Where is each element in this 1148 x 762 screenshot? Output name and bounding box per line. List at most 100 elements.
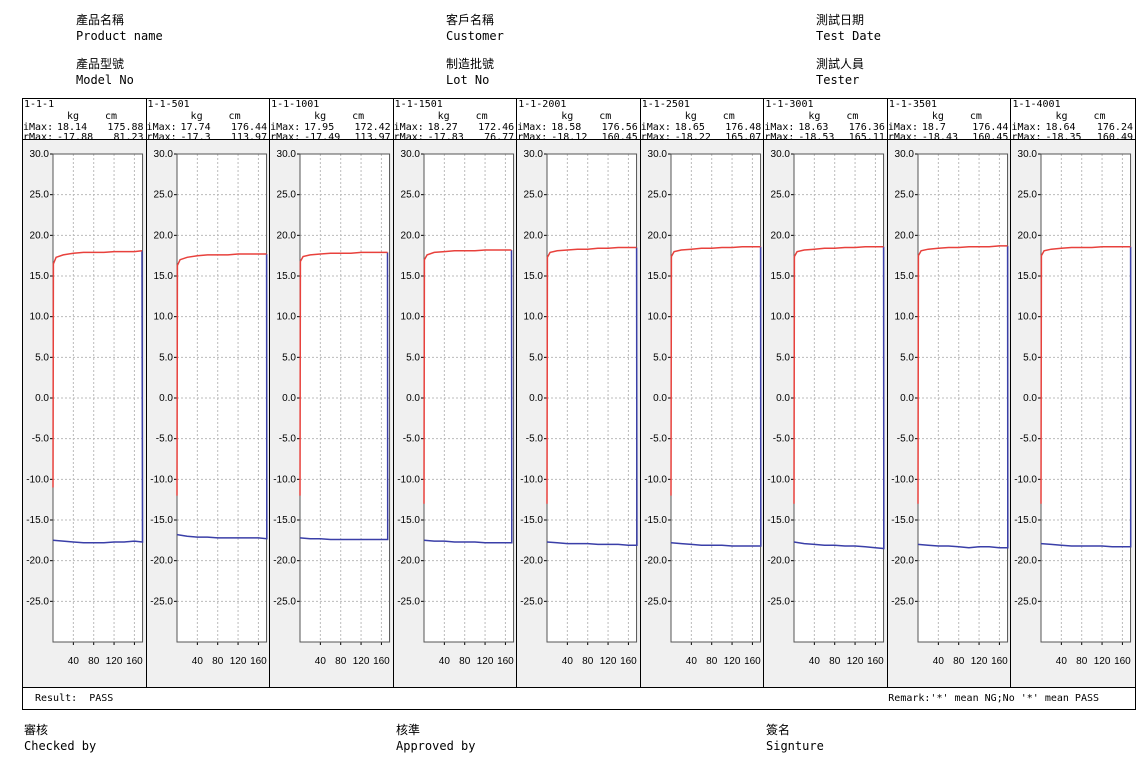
imax-label: iMax: [23,122,54,133]
imax-label: iMax: [270,122,301,133]
panel-chart: 30.0 25.0 20.0 15.0 10.0 5.0 0.0 -5.0 -10.0 -15.0… [887,139,1011,687]
tester-block: 測試人員 Tester [816,56,864,88]
checked-by-cn: 審核 [24,723,49,737]
insert-force-line [422,249,512,504]
return-force-line [1041,246,1132,548]
approved-by-cn: 核準 [396,723,421,737]
x-tick-label: 120 [1094,656,1111,667]
unit-kg-label: kg [931,111,944,122]
panel-id: 1-1-1 [24,99,55,110]
y-tick-label: 25.0 [277,190,297,201]
y-tick-label: 5.0 [406,352,420,363]
rmax-label: rMax: [517,132,548,143]
result-text: Result: PASS [35,693,113,704]
chart-panel: 1-1-3501 kg cm iMax: 18.7 176.44 rMax: -18.43 16… [887,99,1012,687]
imax-cm-value: 176.56 [601,122,638,133]
y-tick-label: -15.0 [768,515,791,526]
y-tick-label: -15.0 [397,515,420,526]
unit-kg-label: kg [1055,111,1068,122]
x-tick-label: 80 [953,656,965,667]
imax-kg-value: 18.7 [921,122,946,133]
rmax-cm-value: 165.11 [848,132,885,143]
y-tick-label: -10.0 [644,474,667,485]
y-tick-label: -15.0 [26,515,49,526]
y-tick-label: 20.0 [153,230,173,241]
return-force-line [917,245,1009,549]
y-tick-label: 0.0 [1024,393,1038,404]
y-tick-label: 5.0 [529,352,543,363]
panel-id: 1-1-1001 [271,99,320,110]
y-tick-label: 5.0 [35,352,49,363]
test-date-cn: 測試日期 [816,13,865,27]
y-tick-label: -25.0 [150,596,173,607]
unit-cm-label: cm [352,111,365,122]
rmax-label: rMax: [1011,132,1042,143]
y-tick-label: 0.0 [529,393,543,404]
y-tick-label: 20.0 [894,230,914,241]
y-tick-label: -15.0 [891,515,914,526]
y-tick-label: -25.0 [891,596,914,607]
imax-label: iMax: [764,122,795,133]
rmax-kg-value: -17.49 [304,132,341,143]
force-displacement-chart: 30.0 25.0 20.0 15.0 10.0 5.0 0.0 -5.0 -10.0 -15.0… [1015,149,1132,667]
x-tick-label: 40 [315,656,327,667]
y-tick-label: -5.0 [279,434,297,445]
unit-kg-label: kg [190,111,203,122]
y-tick-label: 0.0 [35,393,49,404]
insert-force-line [1040,245,1132,504]
y-tick-label: -15.0 [520,515,543,526]
chart-panel: 1-1-4001 kg cm iMax: 18.64 176.24 rMax: -18.35 1… [1011,99,1135,687]
insert-force-line [52,250,143,488]
panel-id: 1-1-3501 [888,99,938,110]
y-tick-label: 0.0 [900,393,914,404]
y-tick-label: 10.0 [30,312,50,323]
rmax-label: rMax: [146,132,177,143]
y-tick-label: 15.0 [894,271,914,282]
y-tick-label: 20.0 [30,230,50,241]
unit-cm-label: cm [969,111,982,122]
unit-cm-label: cm [846,111,859,122]
unit-cm-label: cm [722,111,735,122]
result-label: Result: [35,693,78,704]
y-tick-label: 25.0 [153,190,173,201]
return-force-line [670,246,762,547]
y-tick-label: 30.0 [30,149,50,160]
unit-kg-label: kg [314,111,327,122]
imax-kg-value: 18.27 [427,122,458,133]
y-tick-label: 25.0 [400,190,420,201]
unit-cm-label: cm [599,111,612,122]
x-tick-label: 120 [600,656,617,667]
panel-chart: 30.0 25.0 20.0 15.0 10.0 5.0 0.0 -5.0 -10.0 -15.0… [640,139,764,687]
tester-en: Tester [816,73,860,87]
panel-chart: 30.0 25.0 20.0 15.0 10.0 5.0 0.0 -5.0 -10.0 -15.0… [1011,139,1135,687]
imax-kg-value: 18.63 [798,122,829,133]
x-tick-label: 120 [476,656,493,667]
y-tick-label: 30.0 [771,149,791,160]
imax-cm-value: 176.48 [725,122,762,133]
insert-force-line [175,253,267,496]
rmax-kg-value: -18.22 [674,132,711,143]
y-tick-label: -25.0 [520,596,543,607]
y-tick-label: -25.0 [26,596,49,607]
lot-no-en: Lot No [446,73,490,87]
y-tick-label: 25.0 [524,190,544,201]
panel-id: 1-1-2001 [518,99,567,110]
checked-by-block: 審核 Checked by [24,722,96,754]
x-tick-label: 80 [706,656,718,667]
x-tick-label: 80 [1077,656,1089,667]
force-displacement-chart: 30.0 25.0 20.0 15.0 10.0 5.0 0.0 -5.0 -10.0 -15.0… [150,149,268,667]
y-tick-label: -10.0 [768,474,791,485]
x-tick-label: 40 [438,656,450,667]
y-tick-label: 20.0 [647,230,667,241]
x-tick-label: 80 [88,656,100,667]
y-tick-label: 0.0 [776,393,790,404]
rmax-kg-value: -18.43 [921,132,958,143]
y-tick-label: 5.0 [1024,352,1038,363]
force-displacement-chart: 30.0 25.0 20.0 15.0 10.0 5.0 0.0 -5.0 -10.0 -15.0… [768,149,885,667]
rmax-kg-value: -17.83 [427,132,464,143]
insert-force-line [793,245,884,504]
y-tick-label: -20.0 [891,556,914,567]
lot-no-cn: 制造批號 [446,57,495,71]
panel-id: 1-1-3001 [765,99,814,110]
y-tick-label: -10.0 [150,474,173,485]
